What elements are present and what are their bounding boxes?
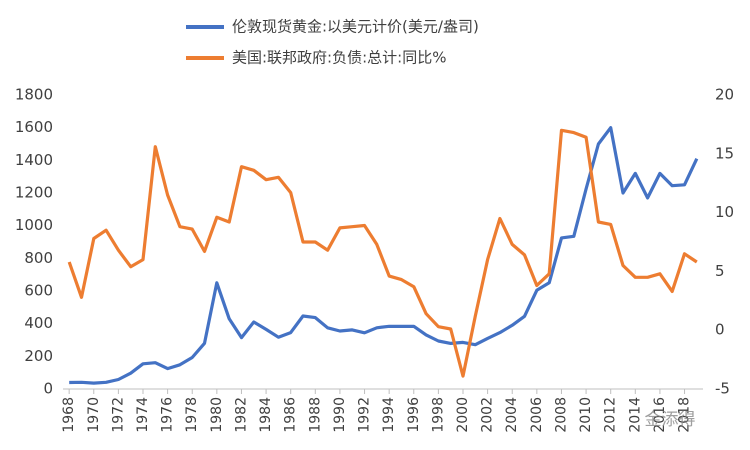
y-tick-label: 200 (24, 347, 53, 365)
y-tick-label: 400 (24, 314, 53, 332)
x-tick-label: 2012 (603, 397, 619, 433)
x-tick-label: 1994 (381, 397, 397, 433)
x-tick-label: 1998 (430, 397, 446, 433)
y-tick-label: 1000 (15, 216, 53, 234)
x-tick-label: 1986 (283, 397, 299, 433)
x-tick-label: 2000 (455, 397, 471, 433)
y2-tick-label: 0 (715, 321, 725, 339)
x-tick-label: 1988 (307, 397, 323, 433)
y-tick-label: 1400 (15, 151, 53, 169)
y-tick-label: 1200 (15, 184, 53, 202)
x-tick-label: 2010 (578, 397, 594, 433)
x-tick-label: 2014 (627, 397, 643, 433)
x-tick-label: 1996 (406, 397, 422, 433)
legend-label: 美国:联邦政府:负债:总计:同比% (232, 49, 446, 67)
x-tick-label: 1970 (86, 397, 102, 433)
x-tick-label: 2016 (652, 397, 668, 433)
x-tick-label: 1976 (160, 397, 176, 433)
watermark: 金添得 (645, 410, 696, 430)
y2-tick-label: 5 (715, 262, 725, 280)
x-tick-label: 2008 (553, 397, 569, 433)
y-tick-label: 0 (43, 380, 53, 398)
x-tick-label: 1984 (258, 397, 274, 433)
x-tick-label: 2018 (677, 397, 693, 433)
x-tick-label: 1978 (184, 397, 200, 433)
y-tick-label: 1600 (15, 118, 53, 136)
x-tick-label: 2002 (480, 397, 496, 433)
x-tick-label: 1980 (209, 397, 225, 433)
y-tick-label: 800 (24, 249, 53, 267)
series-line (69, 126, 699, 385)
y2-tick-label: 10 (715, 203, 734, 221)
y2-tick-label: 20 (715, 86, 734, 104)
x-tick-label: 1972 (110, 397, 126, 433)
legend-label: 伦敦现货黄金:以美元计价(美元/盎司) (232, 18, 479, 36)
y2-tick-label: -5 (715, 380, 730, 398)
x-tick-label: 1974 (135, 397, 151, 433)
series-line (67, 128, 698, 378)
x-tick-label: 2006 (529, 397, 545, 433)
x-tick-label: 1982 (233, 397, 249, 433)
x-tick-label: 1968 (61, 397, 77, 433)
x-tick-label: 1992 (357, 397, 373, 433)
y-tick-label: 1800 (15, 86, 53, 104)
y-tick-label: 600 (24, 282, 53, 300)
x-tick-label: 1990 (332, 397, 348, 433)
x-tick-label: 2004 (504, 397, 520, 433)
y2-tick-label: 15 (715, 144, 734, 162)
